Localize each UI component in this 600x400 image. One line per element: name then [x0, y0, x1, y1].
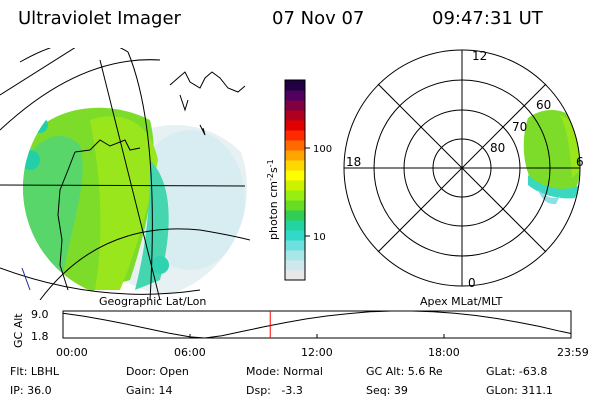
- status-glon: GLon: 311.1: [486, 384, 553, 397]
- date-label: 07 Nov 07: [272, 8, 364, 29]
- colorbar-unit-label: photon cm-2s-1: [266, 159, 280, 240]
- geographic-grid: [0, 48, 250, 300]
- y-tick-label-top: 9.0: [31, 308, 49, 321]
- status-door: Door: Open: [126, 365, 189, 378]
- status-footer: Flt: LBHL Door: Open Mode: Normal GC Alt…: [10, 365, 553, 397]
- colorbar-band: [285, 100, 305, 111]
- mlt-label-12: 12: [472, 49, 487, 63]
- status-dsp: Dsp: -3.3: [246, 384, 303, 397]
- colorbar-band: [285, 220, 305, 231]
- colorbar-band: [285, 260, 305, 271]
- aurora-image-polar: [523, 109, 580, 205]
- mlt-label-6: 6: [576, 155, 584, 169]
- colorbar-band: [285, 80, 305, 91]
- colorbar-band: [285, 130, 305, 141]
- colorbar-band: [285, 180, 305, 191]
- colorbar-band: [285, 90, 305, 101]
- colorbar-band: [285, 270, 305, 281]
- y-tick-label-bottom: 1.8: [31, 330, 49, 343]
- colorbar-band: [285, 160, 305, 171]
- altitude-chart-frame: [62, 310, 572, 339]
- colorbar-band: [285, 210, 305, 221]
- colorbar-band: [285, 140, 305, 151]
- colorbar-band: [285, 200, 305, 211]
- colorbar: 100 10 photon cm-2s-1: [266, 79, 332, 281]
- mlat-label-60: 60: [536, 98, 551, 112]
- mlt-label-18: 18: [346, 155, 361, 169]
- x-tick-label: 12:00: [301, 346, 333, 359]
- status-ip: IP: 36.0: [10, 384, 52, 397]
- right-panel-caption: Apex MLat/MLT: [420, 295, 503, 308]
- colorbar-band: [285, 190, 305, 201]
- geographic-map-panel: Geographic Lat/Lon: [0, 48, 250, 308]
- status-seq: Seq: 39: [366, 384, 408, 397]
- mlt-label-0: 0: [468, 276, 476, 290]
- colorbar-band: [285, 170, 305, 181]
- status-mode: Mode: Normal: [246, 365, 323, 378]
- mlat-label-80: 80: [490, 141, 505, 155]
- colorbar-band: [285, 120, 305, 131]
- colorbar-band: [285, 150, 305, 161]
- time-label: 09:47:31 UT: [432, 8, 544, 29]
- status-gc-alt: GC Alt: 5.6 Re: [366, 365, 443, 378]
- mlat-label-70: 70: [512, 120, 527, 134]
- altitude-series-line: [62, 310, 572, 339]
- altitude-chart: GC Alt 9.0 1.8 00:00 06:00 12:00 18:00 23:59: [12, 308, 589, 359]
- blue-track-line: [21, 267, 31, 291]
- x-tick-label: 00:00: [56, 346, 88, 359]
- colorbar-label-10: 10: [313, 232, 326, 243]
- mlat-mlt-panel: 12 18 6 0 60 70 80 Apex MLat/MLT: [343, 49, 584, 308]
- x-tick-label: 06:00: [174, 346, 206, 359]
- altitude-axis-label: GC Alt: [12, 313, 25, 348]
- x-tick-label: 23:59: [557, 346, 589, 359]
- status-flt: Flt: LBHL: [10, 365, 60, 378]
- colorbar-band: [285, 240, 305, 251]
- status-gain: Gain: 14: [126, 384, 173, 397]
- colorbar-label-100: 100: [313, 144, 332, 155]
- status-glat: GLat: -63.8: [486, 365, 547, 378]
- x-tick-label: 18:00: [428, 346, 460, 359]
- colorbar-band: [285, 230, 305, 241]
- aurora-image-geographic: [23, 76, 247, 300]
- app-title: Ultraviolet Imager: [18, 8, 182, 29]
- colorbar-band: [285, 110, 305, 121]
- coastlines: [57, 71, 246, 291]
- polar-grid: [343, 49, 581, 287]
- colorbar-band: [285, 250, 305, 261]
- left-panel-caption: Geographic Lat/Lon: [99, 295, 206, 308]
